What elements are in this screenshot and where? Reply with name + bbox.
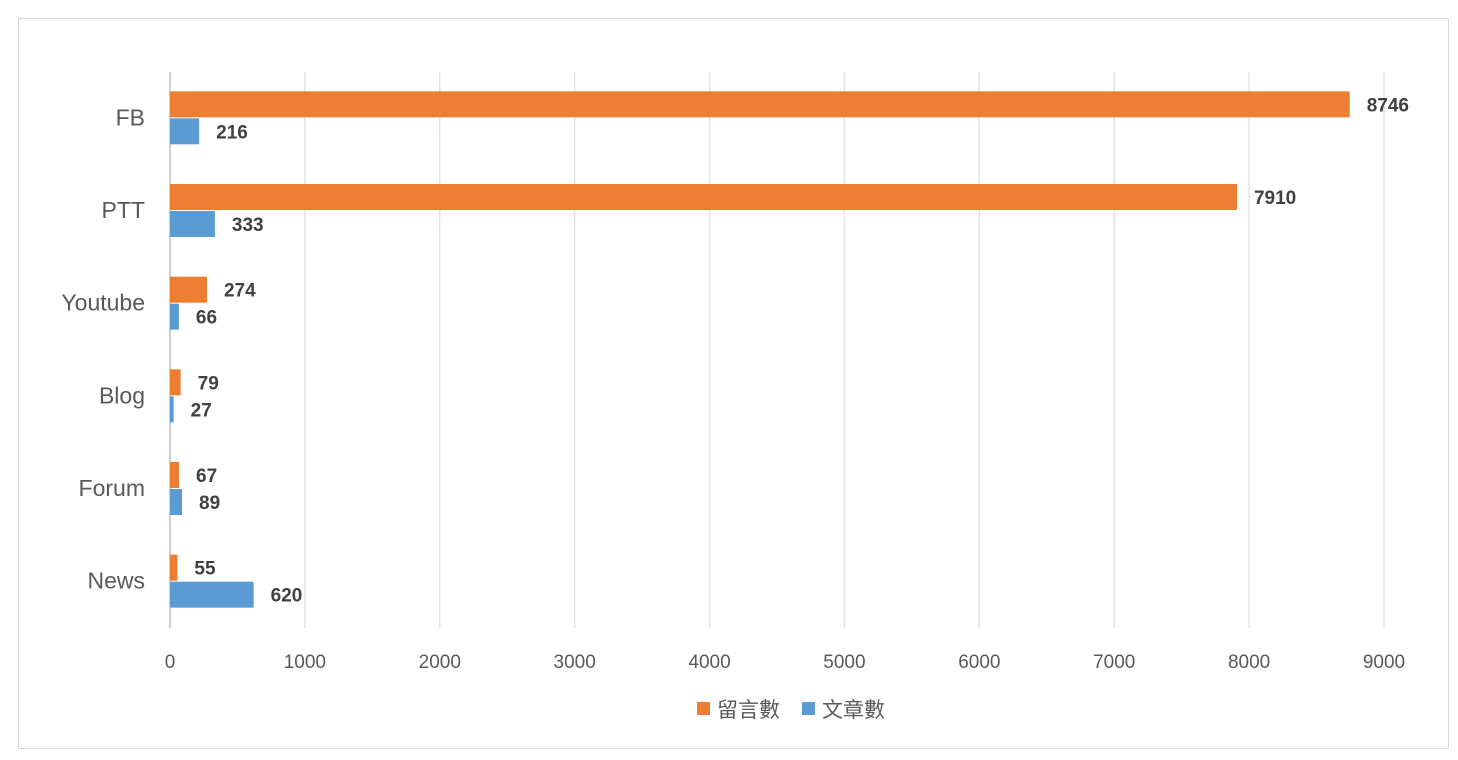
bar-posts <box>170 581 254 608</box>
chart-border <box>18 18 1449 749</box>
bar-posts <box>170 396 174 423</box>
category-label: News <box>87 568 145 594</box>
x-tick-label: 4000 <box>688 652 730 673</box>
data-label: 333 <box>232 215 264 236</box>
data-label: 89 <box>199 493 220 514</box>
bar-posts <box>170 489 183 515</box>
data-label: 7910 <box>1254 188 1296 209</box>
category-label: Forum <box>79 475 145 501</box>
category-label: Youtube <box>61 290 145 316</box>
data-label: 216 <box>216 122 248 143</box>
category-label: PTT <box>102 197 145 223</box>
data-label: 8746 <box>1367 95 1409 116</box>
x-tick-label: 9000 <box>1363 652 1405 673</box>
data-label: 55 <box>194 559 216 580</box>
x-tick-label: 1000 <box>284 652 326 673</box>
bar-comments <box>170 462 180 488</box>
category-label: FB <box>116 104 145 130</box>
bar-posts <box>170 303 179 330</box>
x-tick-label: 7000 <box>1093 652 1135 673</box>
bar-comments <box>170 184 1237 210</box>
data-label: 274 <box>224 281 256 302</box>
data-label: 79 <box>198 373 219 394</box>
bar-comments <box>170 276 207 303</box>
bar-posts <box>170 211 215 237</box>
legend-label: 留言數 <box>717 699 780 722</box>
legend-label: 文章數 <box>822 699 885 722</box>
bar-posts <box>170 118 200 145</box>
x-tick-label: 6000 <box>958 652 1000 673</box>
data-label: 66 <box>196 308 217 329</box>
category-label: Blog <box>99 382 145 408</box>
x-tick-label: 8000 <box>1228 652 1270 673</box>
legend-swatch <box>802 702 815 715</box>
bar-comments <box>170 91 1350 118</box>
x-tick-label: 0 <box>165 652 176 673</box>
data-label: 27 <box>191 400 212 421</box>
x-tick-label: 5000 <box>823 652 865 673</box>
bar-comments <box>170 369 181 396</box>
bar-comments <box>170 554 178 581</box>
legend-swatch <box>697 702 710 715</box>
x-tick-label: 2000 <box>419 652 461 673</box>
x-tick-label: 3000 <box>554 652 596 673</box>
data-label: 620 <box>271 586 303 607</box>
data-label: 67 <box>196 466 217 487</box>
